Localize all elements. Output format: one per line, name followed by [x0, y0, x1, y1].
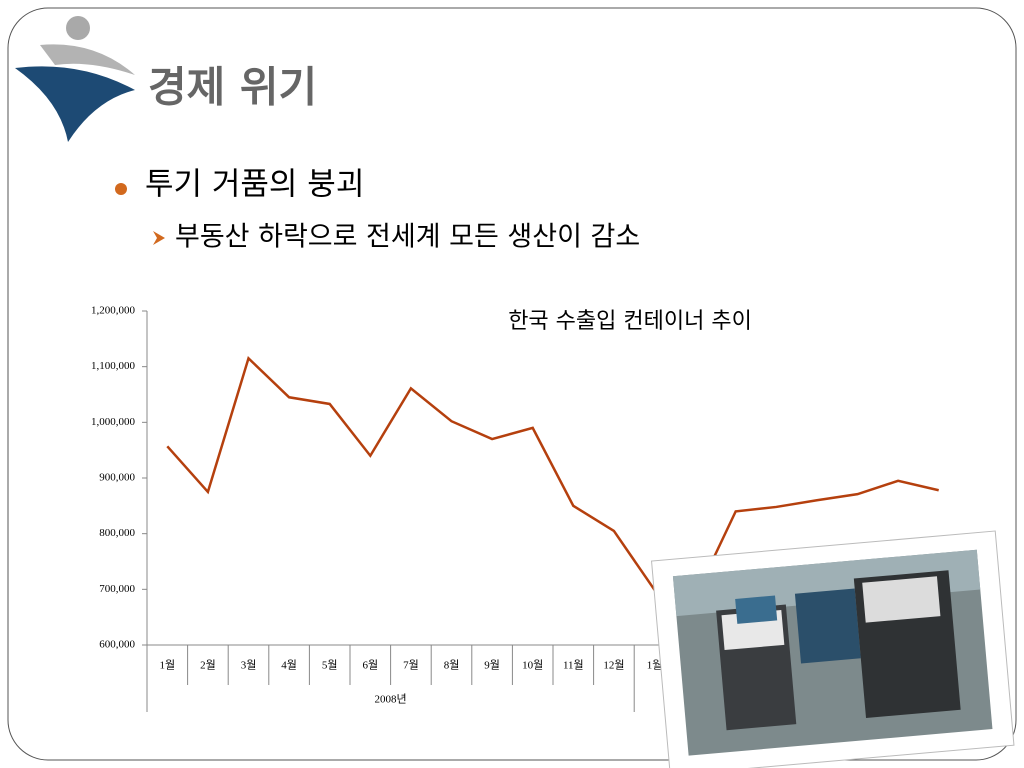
- y-tick-label: 700,000: [99, 583, 135, 595]
- data-line: [166, 356, 939, 599]
- x-tick-label: 11월: [563, 659, 584, 672]
- y-tick-label: 1,100,000: [91, 360, 136, 372]
- x-tick-label: 12월: [603, 659, 624, 672]
- group-label: 2008년: [375, 693, 407, 706]
- bullet-dot: [115, 183, 127, 195]
- x-tick-label: 7월: [403, 659, 419, 672]
- y-tick-label: 600,000: [99, 639, 135, 651]
- y-tick-label: 1,200,000: [91, 305, 136, 317]
- y-tick-label: 1,000,000: [91, 416, 136, 428]
- x-tick-label: 4월: [281, 659, 297, 672]
- sub-bullet-text: 부동산 하락으로 전세계 모든 생산이 감소: [175, 222, 640, 253]
- sub-bullet-arrow: [153, 231, 165, 245]
- photo: [650, 530, 1015, 768]
- x-tick-label: 1월: [159, 659, 175, 672]
- logo: [15, 16, 135, 142]
- y-tick-label: 900,000: [99, 472, 135, 484]
- x-tick-label: 2월: [200, 659, 216, 672]
- x-tick-label: 10월: [522, 659, 543, 672]
- x-tick-label: 6월: [362, 659, 378, 672]
- slide-title: 경제 위기: [148, 63, 317, 112]
- x-tick-label: 9월: [484, 659, 500, 672]
- x-tick-label: 8월: [444, 659, 460, 672]
- y-tick-label: 800,000: [99, 527, 135, 539]
- bullet-text: 투기 거품의 붕괴: [145, 167, 364, 203]
- x-tick-label: 1월: [647, 659, 663, 672]
- x-tick-label: 3월: [241, 659, 257, 672]
- x-tick-label: 5월: [322, 659, 338, 672]
- chart-title: 한국 수출입 컨테이너 추이: [508, 309, 752, 334]
